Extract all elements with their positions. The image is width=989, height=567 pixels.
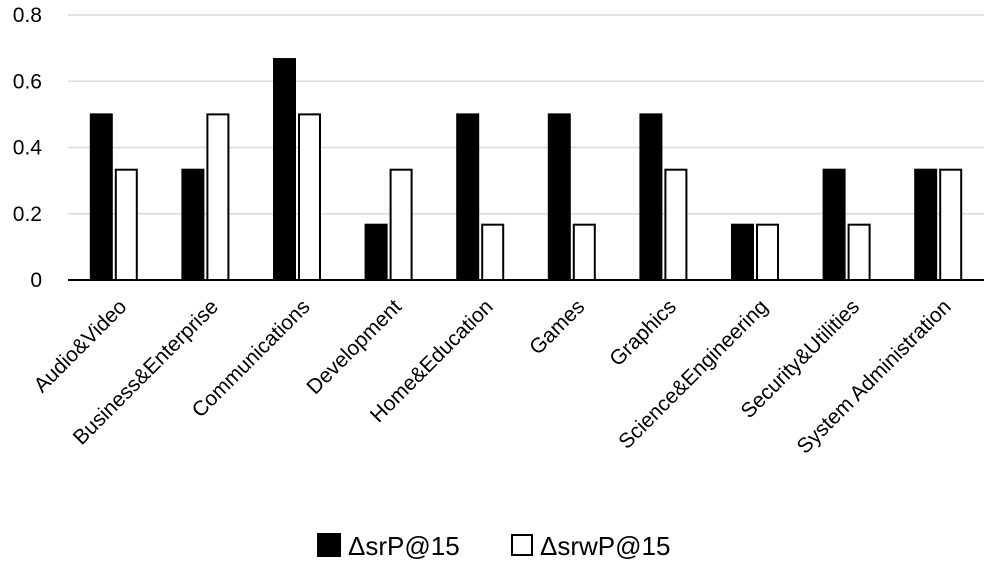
bar-series-1-2 bbox=[273, 58, 296, 282]
gridlines bbox=[68, 14, 984, 215]
y-tick-label: 0.8 bbox=[13, 4, 42, 27]
bar-series-1-0 bbox=[89, 113, 113, 281]
y-axis-ticks: 0 0.2 0.4 0.6 0.8 bbox=[13, 4, 43, 292]
y-tick-label: 0.6 bbox=[13, 70, 42, 93]
bar-series-2-7 bbox=[756, 223, 779, 281]
bar-series-1-9 bbox=[914, 168, 938, 282]
legend-swatch-series-1 bbox=[317, 533, 341, 557]
bar-series-2-6 bbox=[664, 168, 688, 282]
bar-series-2-1 bbox=[206, 113, 230, 281]
bar-series-2-5 bbox=[572, 223, 596, 281]
bar-series-2-8 bbox=[847, 223, 871, 281]
bar-series-1-4 bbox=[456, 113, 480, 281]
y-tick-label: 0 bbox=[30, 269, 42, 292]
x-category-label: Science&Engineering bbox=[614, 295, 772, 453]
x-category-label: Games bbox=[525, 295, 589, 359]
y-tick-label: 0.2 bbox=[13, 203, 42, 226]
x-category-label: Audio&Video bbox=[29, 295, 131, 397]
legend-label-series-1: ΔsrP@15 bbox=[348, 531, 460, 561]
x-category-label: Graphics bbox=[605, 295, 681, 371]
bar-series-2-9 bbox=[939, 168, 963, 282]
bar-series-1-6 bbox=[639, 113, 663, 281]
bars bbox=[89, 58, 963, 282]
legend-item-series-1: ΔsrP@15 bbox=[317, 531, 460, 561]
legend-label-series-2: ΔsrwP@15 bbox=[540, 531, 670, 561]
legend-swatch-series-2 bbox=[511, 534, 533, 556]
bar-series-1-8 bbox=[822, 168, 846, 282]
bar-series-1-7 bbox=[731, 223, 754, 281]
bar-series-1-5 bbox=[547, 113, 571, 281]
bar-series-2-0 bbox=[114, 168, 138, 282]
bar-series-1-3 bbox=[364, 223, 388, 281]
bar-series-1-1 bbox=[181, 168, 205, 282]
x-category-label: System Administration bbox=[793, 295, 956, 458]
bar-series-2-4 bbox=[481, 223, 505, 281]
y-tick-label: 0.4 bbox=[13, 137, 43, 160]
x-category-label: Development bbox=[302, 295, 406, 399]
bar-series-2-2 bbox=[298, 113, 321, 281]
x-axis-categories: Audio&VideoBusiness&EnterpriseCommunicat… bbox=[29, 295, 955, 458]
legend-item-series-2: ΔsrwP@15 bbox=[511, 531, 670, 561]
legend: ΔsrP@15 ΔsrwP@15 bbox=[317, 531, 670, 561]
bar-series-2-3 bbox=[389, 168, 413, 282]
